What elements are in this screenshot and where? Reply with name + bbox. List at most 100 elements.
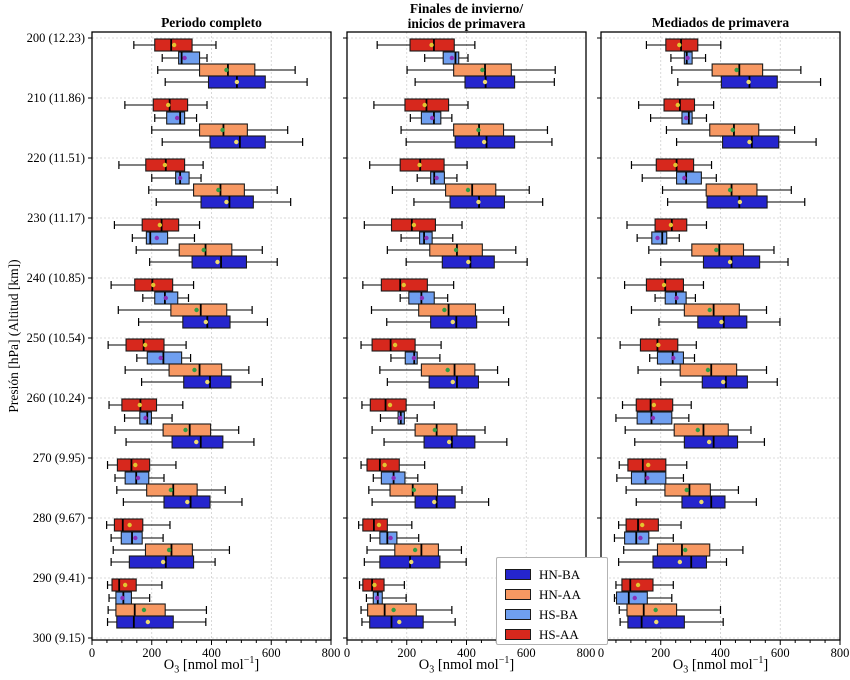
mean-marker <box>476 127 481 133</box>
mean-marker <box>397 415 403 421</box>
mean-marker <box>446 439 452 445</box>
mean-marker <box>673 162 678 168</box>
mean-marker <box>714 247 719 253</box>
x-tick-label: 200 <box>142 646 161 660</box>
mean-marker <box>137 402 142 408</box>
box-HS-AA <box>362 518 388 532</box>
legend-label: HN-AA <box>539 586 581 602</box>
mean-marker <box>720 379 726 385</box>
mean-marker <box>482 79 488 85</box>
mean-marker <box>183 427 188 433</box>
x-tick-label: 0 <box>89 646 95 660</box>
box-HN-AA <box>170 303 228 317</box>
mean-marker <box>730 127 735 133</box>
legend-swatch-hs-aa <box>505 628 531 640</box>
mean-marker <box>224 199 229 205</box>
mean-marker <box>165 102 171 108</box>
mean-marker <box>674 295 679 301</box>
mean-marker <box>746 79 751 85</box>
mean-marker <box>422 102 427 108</box>
mean-marker <box>677 559 683 565</box>
legend-item-hs-ba: HS-BA <box>505 604 607 624</box>
mean-marker <box>683 115 689 121</box>
mean-marker <box>684 487 689 493</box>
mean-marker <box>145 619 151 625</box>
y-tick-label: 290 (9.41) <box>33 571 85 585</box>
x-label-symbol: O <box>163 656 175 673</box>
y-axis-label: Presión [hPa] (Altitud [km]) <box>6 259 21 413</box>
mean-marker <box>168 487 174 493</box>
y-tick-label: 280 (9.67) <box>33 511 85 525</box>
mean-marker <box>411 487 417 493</box>
x-tick-label: 800 <box>831 646 850 660</box>
mean-marker <box>645 475 650 481</box>
mean-marker <box>683 547 688 553</box>
mean-marker <box>158 355 163 361</box>
x-label-superscript: −1 <box>498 655 510 666</box>
mean-marker <box>650 415 656 421</box>
y-tick-label: 220 (11.51) <box>27 151 85 165</box>
mean-marker <box>734 67 739 73</box>
mean-marker <box>392 342 398 348</box>
legend-swatch-hs-ba <box>505 608 531 620</box>
mean-marker <box>205 379 210 385</box>
box-HN-AA <box>418 303 477 317</box>
x-label-subscript: 3 <box>683 664 689 676</box>
box-HN-AA <box>673 423 729 437</box>
mean-marker <box>151 282 156 288</box>
x-label-close: ] <box>254 656 260 673</box>
mean-marker <box>133 535 138 541</box>
mean-marker <box>135 475 141 481</box>
mean-marker <box>397 619 402 625</box>
mean-marker <box>203 319 209 325</box>
mean-marker <box>651 402 657 408</box>
mean-marker <box>671 355 676 361</box>
mean-marker <box>677 42 682 48</box>
x-label-close: ] <box>509 656 515 673</box>
mean-marker <box>185 499 190 505</box>
mean-marker <box>654 619 659 625</box>
box-HN-AA <box>626 603 678 617</box>
mean-marker <box>401 282 406 288</box>
mean-marker <box>133 462 138 468</box>
mean-marker <box>388 535 393 541</box>
x-tick-label: 800 <box>322 646 341 660</box>
mean-marker <box>182 55 187 61</box>
x-axis-label-panel2: O3 [nmol mol−1] <box>347 655 586 677</box>
mean-marker <box>157 222 163 228</box>
x-label-subscript: 3 <box>429 664 435 676</box>
box-HN-BA <box>116 615 174 629</box>
mean-marker <box>215 259 220 265</box>
mean-marker <box>201 247 206 253</box>
legend-swatch-hn-ba <box>505 568 531 580</box>
mean-marker <box>699 499 704 505</box>
legend-swatch-hn-aa <box>505 588 531 600</box>
mean-marker <box>442 307 447 313</box>
x-label-subscript: 3 <box>174 664 180 676</box>
mean-marker <box>727 259 733 265</box>
x-axis-label-panel3: O3 [nmol mol−1] <box>601 655 840 677</box>
mean-marker <box>661 282 667 288</box>
x-label-superscript: −1 <box>752 655 764 666</box>
mean-marker <box>220 127 225 133</box>
x-tick-label: 0 <box>598 646 604 660</box>
mean-marker <box>432 427 438 433</box>
x-tick-label: 400 <box>711 646 730 660</box>
y-tick-label: 300 (9.15) <box>33 631 85 645</box>
x-tick-label: 400 <box>457 646 476 660</box>
y-tick-label: 260 (10.24) <box>27 391 85 405</box>
box-HS-BA <box>615 591 648 605</box>
x-tick-label: 600 <box>771 646 790 660</box>
y-tick-label: 240 (10.85) <box>27 271 85 285</box>
mean-marker <box>192 367 197 373</box>
mean-marker <box>409 559 414 565</box>
mean-marker <box>216 187 221 193</box>
x-tick-label: 0 <box>344 646 350 660</box>
box-HN-BA <box>706 195 768 209</box>
y-tick-label: 210 (11.86) <box>27 91 85 105</box>
mean-marker <box>424 235 429 241</box>
mean-marker <box>429 115 435 121</box>
x-tick-label: 200 <box>651 646 670 660</box>
mean-marker <box>668 222 674 228</box>
